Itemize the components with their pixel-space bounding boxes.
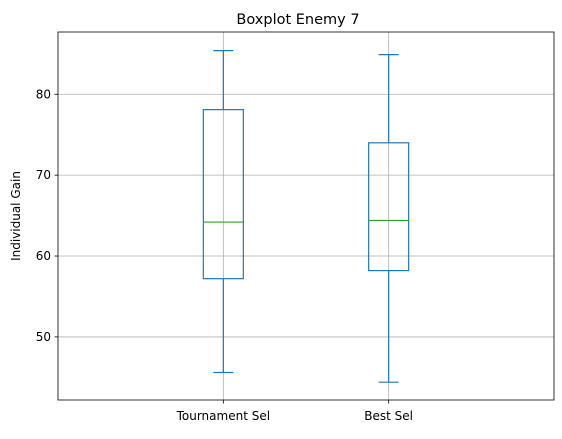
chart-title: Boxplot Enemy 7 [236,12,359,28]
x-axis-ticks: Tournament Sel Best Sel [176,400,413,423]
y-axis-label: Individual Gain [9,171,23,261]
x-tick-label: Best Sel [364,409,413,423]
y-axis-ticks: 50 60 70 80 [36,87,58,344]
box-group [202,50,244,374]
iqr-box [202,109,244,280]
y-tick-label: 80 [36,87,51,101]
box-series [202,50,410,383]
box-group [368,54,410,383]
y-tick-label: 60 [36,249,51,263]
iqr-box [368,142,410,272]
x-tick-label: Tournament Sel [176,409,270,423]
y-tick-label: 70 [36,168,51,182]
plot-frame [57,31,555,401]
y-tick-label: 50 [36,330,51,344]
